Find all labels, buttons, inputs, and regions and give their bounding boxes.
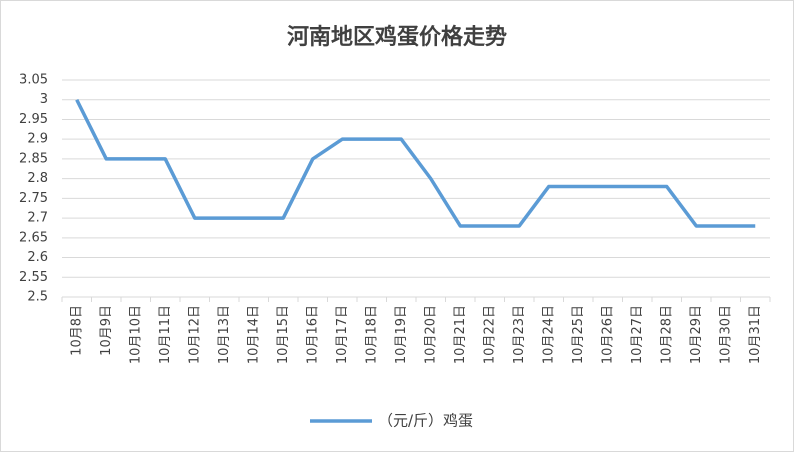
y-tick-label: 2.5: [27, 290, 48, 305]
data-line: [75, 98, 756, 228]
x-tick-label: 10月28日: [659, 305, 674, 364]
x-tick-label: 10月15日: [276, 305, 291, 364]
x-tick-label: 10月14日: [246, 305, 261, 364]
x-tick-label: 10月19日: [394, 305, 409, 364]
y-tick-label: 2.6: [27, 250, 48, 265]
x-tick-label: 10月18日: [364, 305, 379, 364]
x-tick-label: 10月10日: [128, 305, 143, 364]
x-tick-label: 10月13日: [217, 305, 232, 364]
y-tick-label: 3.05: [19, 73, 48, 88]
y-tick-label: 2.55: [19, 270, 48, 285]
y-tick-label: 2.75: [19, 191, 48, 206]
y-tick-label: 2.9: [27, 132, 48, 147]
x-tick-label: 10月9日: [99, 305, 114, 356]
x-tick-label: 10月8日: [69, 305, 84, 356]
y-tick-label: 2.95: [19, 112, 48, 127]
x-tick-label: 10月23日: [512, 305, 527, 364]
legend-label: （元/斤）鸡蛋: [378, 412, 473, 430]
x-tick-label: 10月21日: [453, 305, 468, 364]
y-tick-label: 2.7: [27, 211, 48, 226]
x-tick-label: 10月27日: [630, 305, 645, 364]
y-tick-label: 2.8: [27, 171, 48, 186]
x-tick-label: 10月31日: [748, 305, 763, 364]
x-tick-label: 10月30日: [718, 305, 733, 364]
y-tick-label: 2.85: [19, 151, 48, 166]
x-tick-label: 10月20日: [423, 305, 438, 364]
y-tick-label: 2.65: [19, 230, 48, 245]
x-tick-label: 10月24日: [541, 305, 556, 364]
x-tick-label: 10月16日: [305, 305, 320, 364]
x-tick-label: 10月12日: [187, 305, 202, 364]
x-tick-label: 10月25日: [571, 305, 586, 364]
x-tick-label: 10月11日: [158, 305, 173, 364]
x-tick-label: 10月26日: [600, 305, 615, 364]
chart-title: 河南地区鸡蛋价格走势: [287, 24, 507, 50]
x-tick-label: 10月22日: [482, 305, 497, 364]
x-tick-label: 10月29日: [689, 305, 704, 364]
y-tick-label: 3: [40, 92, 48, 107]
x-tick-label: 10月17日: [335, 305, 350, 364]
